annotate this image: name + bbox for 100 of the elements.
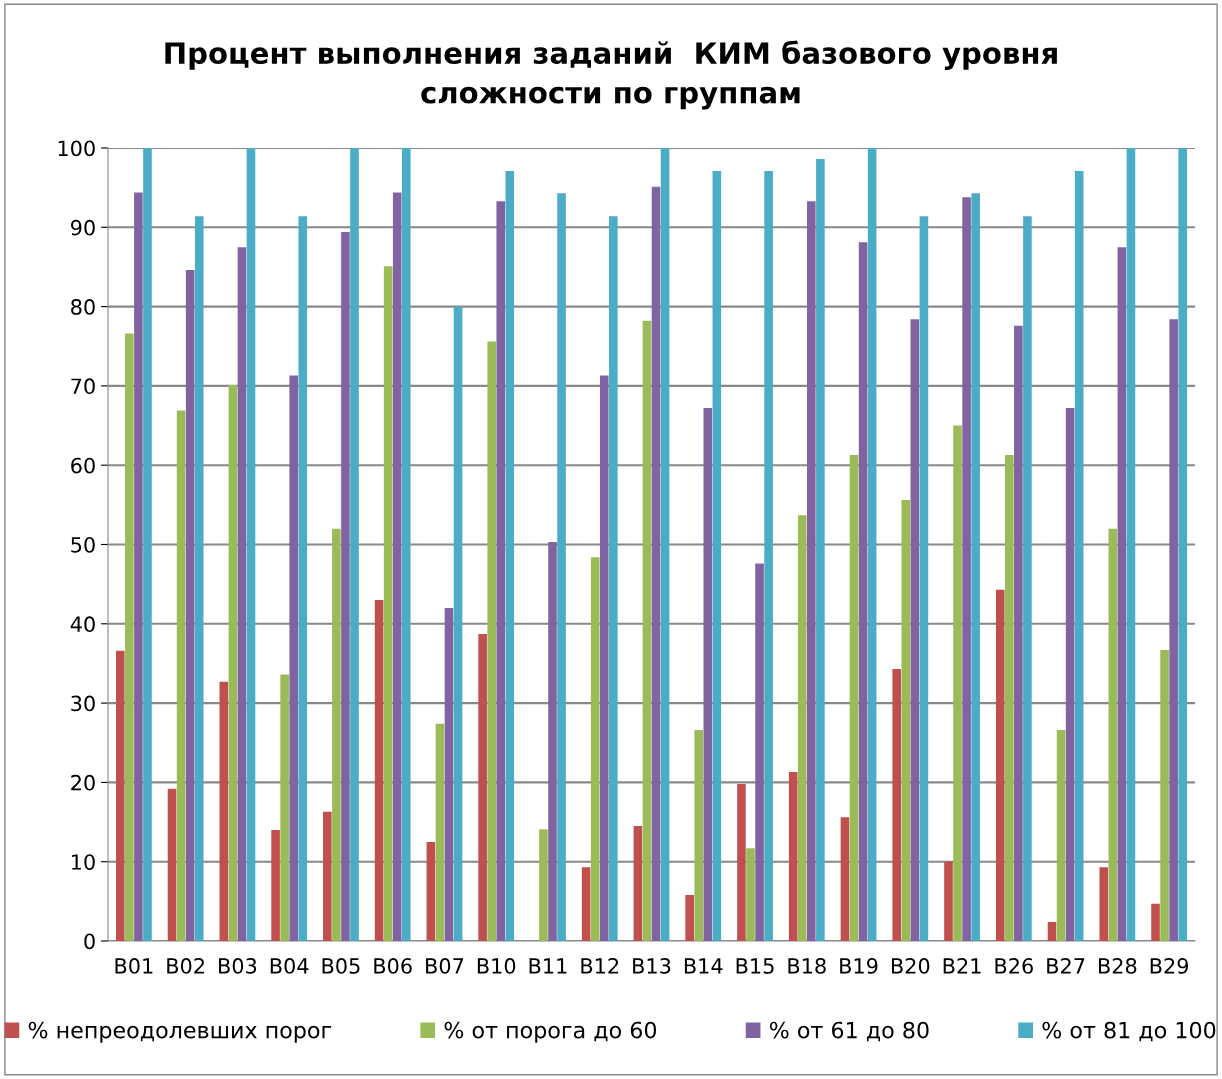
bar	[1005, 454, 1014, 941]
bar	[167, 788, 177, 941]
bar	[228, 385, 238, 941]
x-tick-label: B10	[477, 958, 516, 974]
bar	[703, 408, 713, 941]
bar	[1108, 528, 1118, 941]
bar	[125, 333, 134, 941]
x-tick-label: B14	[684, 958, 723, 974]
bar	[1117, 247, 1127, 941]
bar	[557, 193, 566, 941]
bar	[1023, 216, 1032, 941]
bar	[392, 192, 402, 941]
y-tick-label: 100	[58, 140, 95, 157]
bar	[995, 589, 1005, 941]
bar	[910, 319, 920, 941]
legend-label: % от 81 до 100	[1042, 1021, 1216, 1042]
x-tick-label: B28	[1099, 958, 1137, 974]
bar	[807, 201, 816, 941]
bar	[1151, 903, 1160, 941]
legend-label: % непреодолевших порог	[28, 1021, 332, 1043]
bar	[867, 148, 877, 941]
bar	[496, 201, 506, 941]
y-tick-label: 40	[70, 616, 95, 633]
bar	[1099, 867, 1109, 941]
bar	[176, 410, 186, 941]
x-tick-label: B06	[374, 958, 412, 974]
bar	[590, 557, 600, 941]
bar	[901, 500, 911, 941]
x-tick-label: B18	[788, 958, 826, 974]
bar	[374, 600, 384, 941]
y-tick-label: 20	[71, 774, 95, 791]
bar	[487, 341, 496, 941]
x-tick-label: B02	[167, 958, 204, 974]
bar	[849, 454, 859, 941]
bar	[797, 515, 807, 941]
bar	[332, 528, 341, 941]
bar	[764, 171, 773, 941]
bar	[478, 634, 487, 941]
bar	[651, 186, 661, 941]
bar	[694, 730, 704, 941]
bar	[746, 848, 755, 941]
y-tick-label: 30	[71, 695, 95, 712]
bar	[246, 148, 256, 941]
bar	[1160, 649, 1169, 941]
bar	[298, 216, 308, 941]
bar	[539, 829, 548, 941]
bar	[1065, 408, 1075, 941]
bar	[840, 817, 850, 941]
x-tick-label: B05	[322, 958, 360, 974]
bar	[633, 826, 643, 941]
bar	[971, 193, 980, 941]
bar	[280, 674, 289, 941]
bar	[271, 829, 280, 941]
x-tick-label: B04	[270, 958, 309, 974]
bar	[426, 841, 436, 941]
bar	[505, 171, 515, 941]
bar	[185, 270, 195, 941]
bar	[581, 867, 591, 941]
bar	[219, 681, 229, 941]
bar	[548, 542, 557, 941]
x-tick-label: B27	[1047, 958, 1085, 974]
bar	[919, 216, 929, 941]
bar	[1047, 921, 1057, 941]
x-tick-label: B15	[736, 958, 774, 974]
bar	[1056, 730, 1066, 941]
x-tick-label: B03	[219, 958, 257, 974]
x-tick-label: B26	[995, 958, 1033, 974]
bar	[1169, 319, 1178, 941]
y-tick-label: 0	[84, 933, 95, 950]
bar	[115, 650, 125, 941]
x-tick-label: B11	[529, 958, 567, 974]
legend-label: % от 61 до 80	[769, 1021, 929, 1042]
bar	[962, 197, 971, 941]
bar	[788, 772, 798, 941]
y-tick-label: 10	[71, 854, 95, 870]
y-tick-label: 80	[71, 299, 95, 315]
x-tick-label: B13	[633, 958, 671, 974]
bar	[953, 425, 962, 941]
y-tick-label: 50	[71, 536, 95, 553]
bar	[858, 242, 868, 941]
bar	[1074, 171, 1084, 941]
y-tick-label: 70	[71, 378, 95, 395]
legend-label: % от порога до 60	[444, 1021, 657, 1043]
x-tick-label: B19	[840, 958, 878, 974]
chart-title: Процент выполнения заданий КИМ базового уровня сложности по группам	[165, 40, 1057, 110]
bar	[134, 192, 143, 941]
bar	[737, 783, 746, 941]
bar	[1178, 148, 1188, 941]
x-tick-label: B01	[115, 958, 153, 974]
x-tick-label: B29	[1150, 958, 1189, 974]
bar	[755, 563, 764, 941]
y-tick-label: 60	[71, 457, 95, 474]
bar	[237, 247, 247, 941]
bar	[609, 216, 618, 941]
bar	[660, 148, 670, 941]
bar	[143, 148, 152, 941]
bar	[599, 375, 609, 941]
bar	[816, 159, 825, 941]
bar	[194, 216, 204, 941]
bar	[435, 723, 445, 941]
